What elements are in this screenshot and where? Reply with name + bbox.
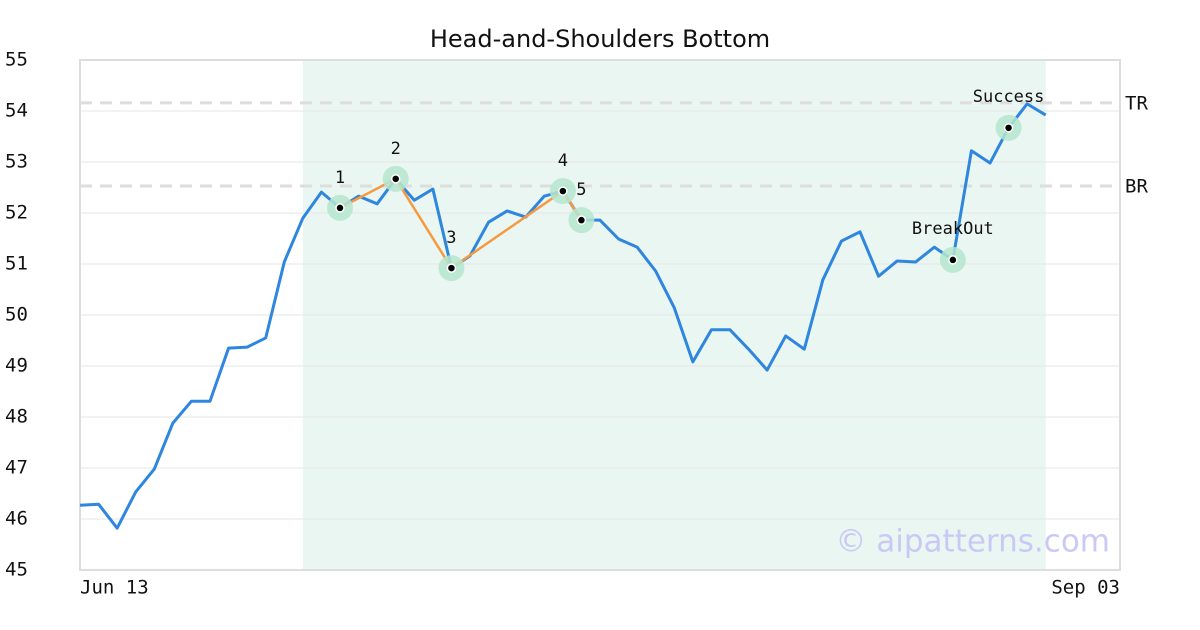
level-label: BR [1125, 175, 1148, 197]
pattern-point-dot [335, 203, 345, 213]
y-tick-label: 55 [5, 49, 28, 71]
y-tick-label: 48 [5, 406, 28, 428]
pattern-label: 1 [335, 168, 345, 188]
y-tick-label: 53 [5, 151, 28, 173]
y-tick-label: 54 [5, 100, 28, 122]
watermark: © aipatterns.com [835, 524, 1110, 560]
pattern-point-dot [446, 263, 457, 273]
plot-frame [79, 59, 1121, 571]
pattern-point-dot [576, 215, 587, 225]
event-point-dot [948, 255, 958, 265]
x-tick-label: Sep 03 [1051, 577, 1120, 599]
y-tick-label: 45 [5, 559, 28, 581]
x-tick-label: Jun 13 [80, 577, 149, 599]
pattern-label: 4 [558, 151, 568, 171]
y-tick-label: 51 [5, 253, 28, 275]
y-tick-label: 49 [5, 355, 28, 377]
pattern-point-dot [558, 186, 568, 196]
y-tick-label: 50 [5, 304, 28, 326]
event-label: Success [973, 87, 1045, 107]
event-label: BreakOut [912, 219, 994, 239]
pattern-point-dot [390, 174, 401, 184]
y-tick-label: 46 [5, 508, 28, 530]
pattern-label: 5 [576, 180, 586, 200]
pattern-label: 3 [446, 228, 456, 248]
event-point-dot [1003, 123, 1014, 133]
chart-title: Head-and-Shoulders Bottom [430, 25, 770, 53]
pattern-label: 2 [391, 139, 401, 159]
y-tick-label: 52 [5, 202, 28, 224]
y-tick-label: 47 [5, 457, 28, 479]
level-label: TR [1125, 92, 1148, 114]
